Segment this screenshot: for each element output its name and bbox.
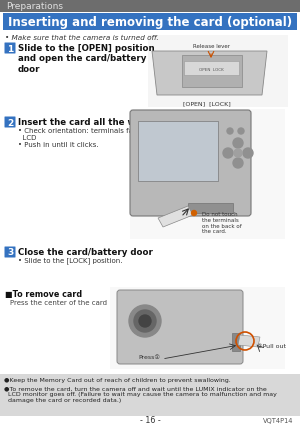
Text: VQT4P14: VQT4P14 bbox=[262, 417, 293, 423]
Text: 2: 2 bbox=[7, 118, 13, 127]
FancyBboxPatch shape bbox=[4, 43, 16, 55]
Text: • Slide to the [LOCK] position.: • Slide to the [LOCK] position. bbox=[18, 256, 122, 263]
Text: Close the card/battery door: Close the card/battery door bbox=[18, 248, 153, 256]
Bar bbox=[3, 14, 297, 31]
Text: Insert the card all the way: Insert the card all the way bbox=[18, 118, 147, 127]
Circle shape bbox=[227, 129, 233, 135]
FancyBboxPatch shape bbox=[4, 247, 16, 258]
Bar bbox=[188, 204, 233, 213]
Text: 3: 3 bbox=[7, 248, 13, 257]
Text: • Make sure that the camera is turned off.: • Make sure that the camera is turned of… bbox=[5, 35, 159, 41]
Circle shape bbox=[233, 139, 243, 149]
Text: OPEN  LOCK: OPEN LOCK bbox=[199, 68, 224, 72]
Text: ■To remove card: ■To remove card bbox=[5, 289, 82, 298]
Bar bbox=[0, 0, 300, 13]
Text: ②Pull out: ②Pull out bbox=[257, 344, 286, 349]
Bar bbox=[184, 62, 239, 76]
Polygon shape bbox=[238, 335, 260, 347]
Text: • Check orientation: terminals face
  LCD
• Push in until it clicks.: • Check orientation: terminals face LCD … bbox=[18, 128, 141, 148]
Text: ●To remove the card, turn the camera off and wait until the LUMIX indicator on t: ●To remove the card, turn the camera off… bbox=[4, 385, 277, 402]
Text: [OPEN]  [LOCK]: [OPEN] [LOCK] bbox=[183, 101, 231, 106]
Circle shape bbox=[129, 305, 161, 337]
Text: Inserting and removing the card (optional): Inserting and removing the card (optiona… bbox=[8, 16, 292, 29]
Circle shape bbox=[134, 310, 156, 332]
FancyBboxPatch shape bbox=[4, 117, 16, 128]
Bar bbox=[138, 122, 218, 181]
Text: ●Keep the Memory Card out of reach of children to prevent swallowing.: ●Keep the Memory Card out of reach of ch… bbox=[4, 377, 231, 382]
Polygon shape bbox=[158, 207, 193, 227]
Text: 1: 1 bbox=[7, 44, 13, 53]
Bar bbox=[130, 110, 285, 239]
Text: - 16 -: - 16 - bbox=[140, 415, 160, 424]
Circle shape bbox=[243, 149, 253, 158]
Text: Do not touch
the terminals
on the back of
the card.: Do not touch the terminals on the back o… bbox=[202, 211, 242, 234]
Bar bbox=[148, 36, 288, 108]
Text: Slide to the [OPEN] position
and open the card/battery
door: Slide to the [OPEN] position and open th… bbox=[18, 44, 154, 74]
Circle shape bbox=[233, 158, 243, 169]
FancyBboxPatch shape bbox=[117, 290, 243, 364]
Circle shape bbox=[238, 129, 244, 135]
Text: Press the center of the card: Press the center of the card bbox=[10, 299, 107, 305]
Circle shape bbox=[191, 211, 196, 216]
Bar bbox=[182, 56, 242, 88]
Bar bbox=[0, 374, 300, 416]
Text: Preparations: Preparations bbox=[6, 2, 63, 11]
Bar bbox=[232, 333, 240, 351]
Circle shape bbox=[139, 315, 151, 327]
Circle shape bbox=[223, 149, 233, 158]
Bar bbox=[110, 287, 285, 369]
Polygon shape bbox=[152, 52, 267, 96]
Text: Press①: Press① bbox=[138, 355, 160, 360]
Circle shape bbox=[234, 150, 242, 158]
FancyBboxPatch shape bbox=[130, 111, 251, 216]
Text: Release lever: Release lever bbox=[193, 44, 230, 49]
